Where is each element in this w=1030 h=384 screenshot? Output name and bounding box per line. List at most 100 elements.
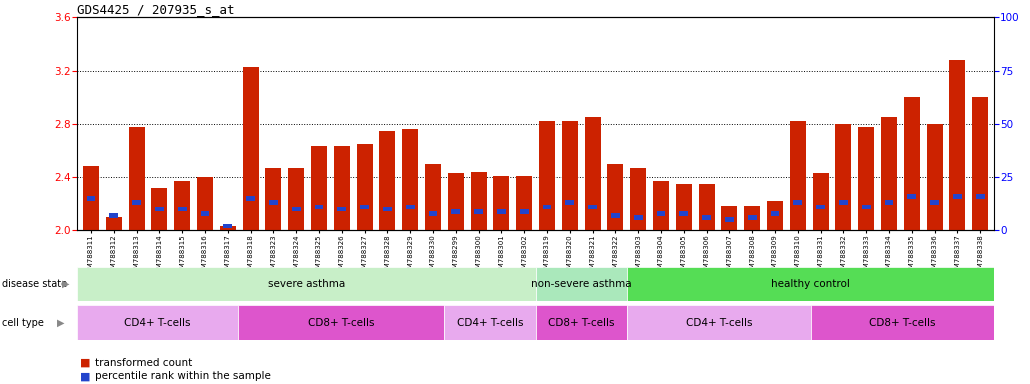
Bar <box>109 213 118 218</box>
Bar <box>950 60 965 230</box>
Bar <box>536 267 627 301</box>
Text: severe asthma: severe asthma <box>268 279 345 289</box>
Bar <box>444 305 536 340</box>
Text: non-severe asthma: non-severe asthma <box>531 279 631 289</box>
Text: ▶: ▶ <box>62 279 69 289</box>
Bar <box>676 184 692 230</box>
Bar <box>680 211 688 216</box>
Bar <box>106 217 122 230</box>
Bar <box>132 200 141 205</box>
Bar <box>627 267 994 301</box>
Bar <box>927 124 942 230</box>
Bar <box>219 227 236 230</box>
Bar <box>543 205 551 209</box>
Bar <box>288 168 304 230</box>
Bar <box>201 211 209 216</box>
Bar <box>493 176 510 230</box>
Bar <box>858 126 874 230</box>
Bar <box>246 196 255 201</box>
Bar <box>471 172 486 230</box>
Text: CD4+ T-cells: CD4+ T-cells <box>456 318 523 328</box>
Bar <box>565 200 574 205</box>
Bar <box>698 184 715 230</box>
Bar <box>611 213 620 218</box>
Bar <box>653 181 670 230</box>
Bar <box>269 200 278 205</box>
Text: CD8+ T-cells: CD8+ T-cells <box>548 318 615 328</box>
Bar <box>154 207 164 212</box>
Bar <box>151 188 167 230</box>
Bar <box>745 207 760 230</box>
Bar <box>561 121 578 230</box>
Bar <box>87 196 96 201</box>
Bar <box>474 209 483 214</box>
Bar <box>813 173 828 230</box>
Text: ■: ■ <box>80 371 91 381</box>
Bar <box>588 205 597 209</box>
Text: ■: ■ <box>80 358 91 368</box>
Bar <box>835 124 852 230</box>
Bar <box>77 267 536 301</box>
Bar <box>197 177 213 230</box>
Text: transformed count: transformed count <box>95 358 192 368</box>
Bar <box>725 217 733 222</box>
Text: CD8+ T-cells: CD8+ T-cells <box>869 318 935 328</box>
Bar <box>83 167 99 230</box>
Bar <box>702 215 711 220</box>
Bar <box>406 205 414 209</box>
Text: percentile rank within the sample: percentile rank within the sample <box>95 371 271 381</box>
Bar <box>657 211 665 216</box>
Bar <box>930 200 939 205</box>
Text: cell type: cell type <box>2 318 44 328</box>
Text: ▶: ▶ <box>57 318 64 328</box>
Bar <box>428 211 438 216</box>
Bar <box>536 305 627 340</box>
Bar <box>793 200 802 205</box>
Bar <box>885 200 893 205</box>
Bar <box>174 181 191 230</box>
Bar <box>630 168 646 230</box>
Bar <box>129 126 144 230</box>
Bar <box>811 305 994 340</box>
Bar <box>291 207 301 212</box>
Bar <box>448 173 464 230</box>
Text: GDS4425 / 207935_s_at: GDS4425 / 207935_s_at <box>77 3 235 16</box>
Bar <box>314 205 323 209</box>
Bar <box>311 146 327 230</box>
Bar <box>266 168 281 230</box>
Bar <box>633 215 643 220</box>
Bar <box>334 146 350 230</box>
Bar <box>770 211 780 216</box>
Bar <box>243 66 259 230</box>
Bar <box>451 209 460 214</box>
Bar <box>975 194 985 199</box>
Bar <box>425 164 441 230</box>
Bar <box>516 176 533 230</box>
Text: disease state: disease state <box>2 279 67 289</box>
Bar <box>224 224 232 228</box>
Bar <box>790 121 805 230</box>
Bar <box>839 200 848 205</box>
Bar <box>338 207 346 212</box>
Text: CD4+ T-cells: CD4+ T-cells <box>125 318 191 328</box>
Bar <box>721 207 737 230</box>
Bar <box>862 205 870 209</box>
Bar <box>907 194 917 199</box>
Text: healthy control: healthy control <box>771 279 850 289</box>
Bar <box>497 209 506 214</box>
Bar <box>767 201 783 230</box>
Bar <box>402 129 418 230</box>
Text: CD4+ T-cells: CD4+ T-cells <box>686 318 752 328</box>
Bar <box>972 97 988 230</box>
Bar <box>356 144 373 230</box>
Bar <box>953 194 962 199</box>
Bar <box>383 207 391 212</box>
Bar <box>816 205 825 209</box>
Bar <box>881 117 897 230</box>
Bar <box>238 305 444 340</box>
Bar <box>539 121 555 230</box>
Bar <box>178 207 186 212</box>
Bar <box>360 205 369 209</box>
Bar <box>627 305 811 340</box>
Bar <box>77 305 238 340</box>
